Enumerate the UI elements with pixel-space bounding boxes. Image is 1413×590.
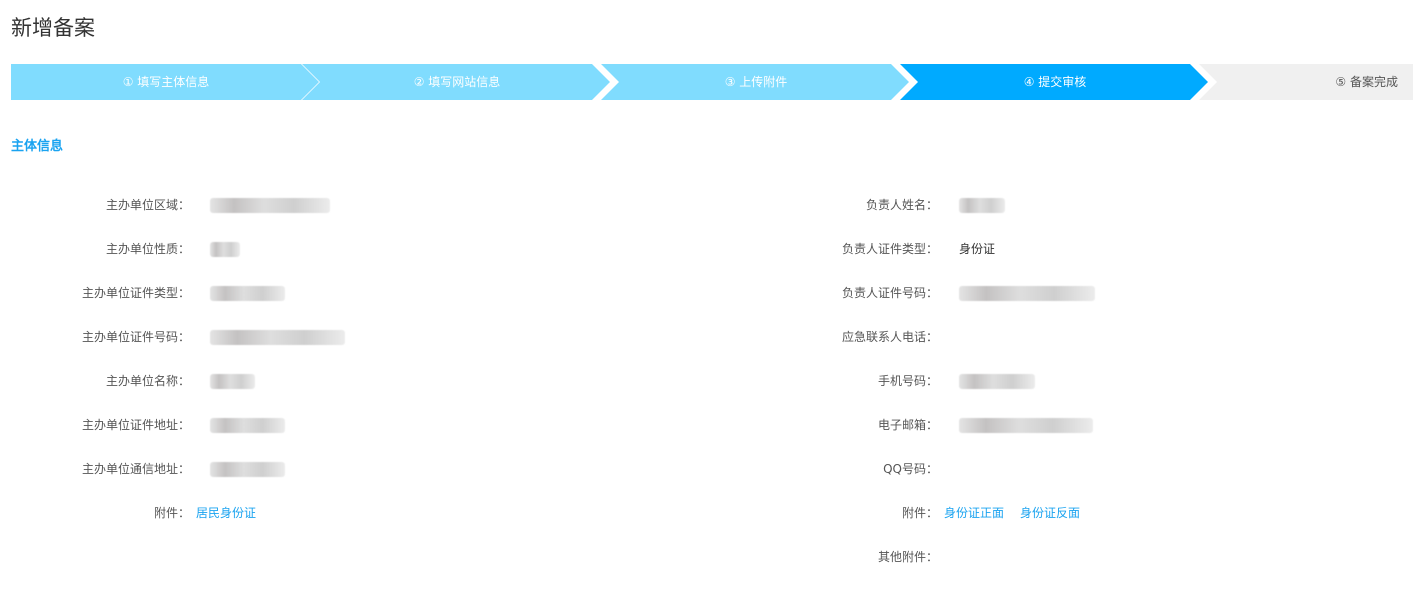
label: QQ号码：	[883, 462, 938, 476]
attachment-link-id-back[interactable]: 身份证反面	[1020, 506, 1081, 520]
field-qq: QQ号码：	[0, 459, 938, 479]
field-person-name: 负责人姓名：	[0, 195, 938, 215]
redacted-value	[210, 242, 240, 257]
field-cert-type: 主办单位证件类型：	[0, 283, 190, 303]
field-region: 主办单位区域：	[0, 195, 190, 215]
label: 主办单位名称：	[105, 374, 190, 388]
label: 主办单位证件地址：	[81, 418, 190, 432]
redacted-value	[959, 418, 1093, 433]
field-attachments: 附件：	[0, 503, 190, 523]
redacted-value	[210, 198, 330, 213]
field-cert-no: 主办单位证件号码：	[0, 327, 190, 347]
field-other-attachments: 其他附件：	[0, 547, 938, 567]
field-email: 电子邮箱：	[0, 415, 938, 435]
step-4: ④ 提交审核	[900, 64, 1208, 100]
attachment-link-resident-id[interactable]: 居民身份证	[196, 506, 257, 520]
redacted-value	[959, 198, 1005, 213]
step-1: ① 填写主体信息	[11, 64, 319, 100]
field-emergency-phone: 应急联系人电话：	[0, 327, 938, 347]
section-title: 主体信息	[11, 139, 64, 154]
field-right-attachments: 附件：	[0, 503, 938, 523]
field-nature: 主办单位性质：	[0, 239, 190, 259]
redacted-value	[210, 286, 285, 301]
label: 应急联系人电话：	[841, 330, 938, 344]
field-id-type: 负责人证件类型：	[0, 239, 938, 259]
step-2: ② 填写网站信息	[302, 64, 610, 100]
label: 主办单位通信地址：	[81, 462, 190, 476]
field-mail-addr: 主办单位通信地址：	[0, 459, 190, 479]
step-5: ⑤ 备案完成	[1199, 64, 1413, 100]
label: 负责人证件类型：	[841, 242, 938, 256]
label: 主办单位证件类型：	[81, 286, 190, 300]
label: 主办单位性质：	[105, 242, 190, 256]
attachment-link-id-front[interactable]: 身份证正面	[944, 506, 1005, 520]
field-cert-addr: 主办单位证件地址：	[0, 415, 190, 435]
redacted-value	[959, 374, 1035, 389]
field-name: 主办单位名称：	[0, 371, 190, 391]
label: 手机号码：	[877, 374, 938, 388]
redacted-value	[210, 418, 285, 433]
label: 其他附件：	[877, 550, 938, 564]
step-3: ③ 上传附件	[601, 64, 909, 100]
label: 负责人姓名：	[865, 198, 938, 212]
label: 主办单位证件号码：	[81, 330, 190, 344]
label: 电子邮箱：	[877, 418, 938, 432]
label: 主办单位区域：	[105, 198, 190, 212]
field-mobile: 手机号码：	[0, 371, 938, 391]
label: 附件：	[153, 506, 190, 520]
label: 负责人证件号码：	[841, 286, 938, 300]
label: 附件：	[901, 506, 938, 520]
redacted-value	[210, 330, 345, 345]
redacted-value	[959, 286, 1095, 301]
redacted-value	[210, 462, 285, 477]
id-type-value: 身份证	[959, 242, 996, 256]
page-title: 新增备案	[11, 16, 95, 40]
field-id-no: 负责人证件号码：	[0, 283, 938, 303]
redacted-value	[210, 374, 255, 389]
